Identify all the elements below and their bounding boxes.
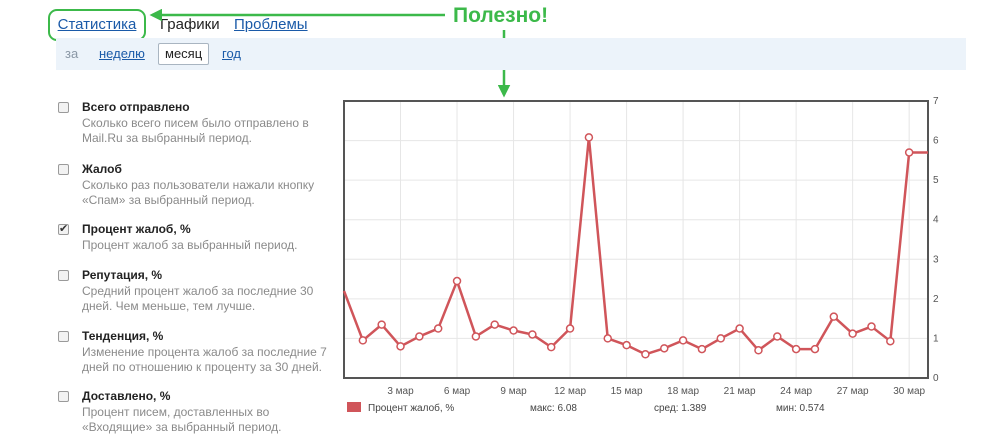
data-point <box>603 334 612 343</box>
legend-swatch <box>347 402 361 412</box>
metric-checkbox[interactable] <box>58 331 69 342</box>
legend-min: мин: 0.574 <box>776 403 825 414</box>
data-point <box>396 342 405 351</box>
metric-title: Репутация, % <box>82 268 163 282</box>
metric-checkbox[interactable] <box>58 164 69 175</box>
x-tick-label: 24 мар <box>780 386 812 397</box>
x-tick-label: 15 мар <box>611 386 643 397</box>
legend-series-label: Процент жалоб, % <box>368 402 454 414</box>
data-point <box>641 350 650 359</box>
data-point <box>546 342 556 352</box>
data-point <box>452 276 462 286</box>
data-point <box>735 324 744 333</box>
metric-description: Процент писем, доставленных во «Входящие… <box>82 405 282 434</box>
metric-title: Жалоб <box>82 162 122 176</box>
period-label: за <box>65 46 79 61</box>
metric-title: Доставлено, % <box>82 389 171 403</box>
data-point <box>697 344 707 354</box>
data-point <box>886 336 895 346</box>
metric-description: Сколько раз пользователи нажали кнопку «… <box>82 178 315 207</box>
x-tick-label: 30 мар <box>893 386 925 397</box>
y-tick-label: 4 <box>933 215 939 226</box>
data-point <box>848 329 857 338</box>
x-tick-label: 18 мар <box>667 386 699 397</box>
data-point <box>622 340 631 350</box>
x-tick-label: 21 мар <box>724 386 756 397</box>
metric-title: Всего отправлено <box>82 100 190 114</box>
data-point <box>358 336 368 345</box>
tab-problems[interactable]: Проблемы <box>234 16 308 33</box>
data-point <box>904 148 914 157</box>
data-point <box>565 324 575 333</box>
data-point <box>678 336 688 345</box>
data-point <box>509 326 518 335</box>
metric-checkbox[interactable] <box>58 102 69 113</box>
data-point <box>471 332 481 341</box>
x-tick-label: 27 мар <box>837 386 869 397</box>
y-tick-label: 7 <box>933 96 939 107</box>
plot-frame <box>343 100 929 379</box>
metric-description: Сколько всего писем было отправлено в Ma… <box>82 116 309 145</box>
data-point <box>660 344 669 353</box>
data-point <box>377 320 386 329</box>
metric-description: Средний процент жалоб за последние 30 дн… <box>82 284 314 313</box>
y-tick-label: 5 <box>933 175 939 186</box>
period-year-link[interactable]: год <box>222 46 241 61</box>
y-tick-label: 0 <box>933 373 939 384</box>
data-point <box>829 312 839 321</box>
metric-checkbox[interactable] <box>58 391 69 402</box>
y-tick-label: 3 <box>933 254 939 265</box>
x-tick-label: 6 мар <box>444 386 471 397</box>
x-tick-label: 12 мар <box>554 386 586 397</box>
metric-title: Тенденция, % <box>82 329 164 343</box>
metric-checkbox[interactable]: ✔ <box>58 223 69 235</box>
metric-description: Изменение процента жалоб за последние 7 … <box>82 345 327 374</box>
data-point <box>415 332 424 341</box>
period-month-button[interactable]: месяц <box>158 43 210 65</box>
period-selector: за неделю месяц год <box>56 38 966 70</box>
data-point <box>716 334 726 343</box>
series-line <box>342 136 928 356</box>
x-tick-label: 9 мар <box>500 386 527 397</box>
period-week-link[interactable]: неделю <box>99 46 145 61</box>
data-point <box>490 320 499 329</box>
data-point <box>528 330 537 339</box>
annotation-callout: Полезно! <box>453 4 549 27</box>
plot-area <box>344 101 928 378</box>
y-tick-label: 2 <box>933 294 939 305</box>
metric-description: Процент жалоб за выбранный период. <box>82 238 298 252</box>
tab-graphs[interactable]: Графики <box>160 16 220 33</box>
data-point <box>433 324 443 333</box>
legend-avg: сред: 1.389 <box>654 403 707 414</box>
x-tick-label: 3 мар <box>387 386 414 397</box>
data-point <box>584 133 594 142</box>
data-point <box>791 344 801 354</box>
y-tick-label: 1 <box>933 333 939 344</box>
legend-max: макс: 6.08 <box>530 403 577 414</box>
y-tick-label: 6 <box>933 136 939 147</box>
metric-title: Процент жалоб, % <box>82 222 191 236</box>
data-point <box>810 344 820 354</box>
data-point <box>754 346 763 355</box>
data-point <box>773 332 782 341</box>
metric-checkbox[interactable] <box>58 270 69 281</box>
data-point <box>867 322 876 331</box>
